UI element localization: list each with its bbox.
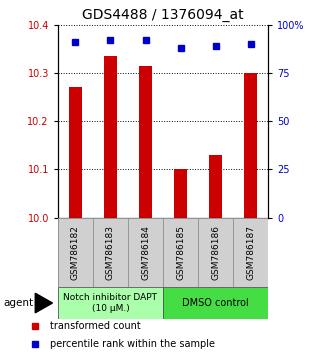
Bar [139, 66, 152, 218]
Text: GSM786186: GSM786186 [211, 225, 220, 280]
Text: transformed count: transformed count [50, 321, 141, 331]
Bar [163, 287, 268, 319]
Text: GSM786185: GSM786185 [176, 225, 185, 280]
Bar [233, 218, 268, 287]
Polygon shape [35, 293, 52, 313]
Bar [58, 218, 93, 287]
Bar [69, 87, 81, 218]
Bar [163, 218, 198, 287]
Text: Notch inhibitor DAPT
(10 μM.): Notch inhibitor DAPT (10 μM.) [64, 293, 158, 313]
Text: GSM786184: GSM786184 [141, 225, 150, 280]
Bar [210, 155, 222, 218]
Bar [198, 218, 233, 287]
Bar [93, 218, 128, 287]
Text: DMSO control: DMSO control [182, 298, 249, 308]
Bar [128, 218, 163, 287]
Bar [58, 287, 163, 319]
Bar [104, 56, 117, 218]
Text: percentile rank within the sample: percentile rank within the sample [50, 339, 215, 349]
Text: GSM786187: GSM786187 [246, 225, 255, 280]
Title: GDS4488 / 1376094_at: GDS4488 / 1376094_at [82, 8, 244, 22]
Bar [174, 170, 187, 218]
Text: GSM786183: GSM786183 [106, 225, 115, 280]
Text: agent: agent [3, 298, 33, 308]
Bar [245, 73, 257, 218]
Text: GSM786182: GSM786182 [71, 225, 80, 280]
